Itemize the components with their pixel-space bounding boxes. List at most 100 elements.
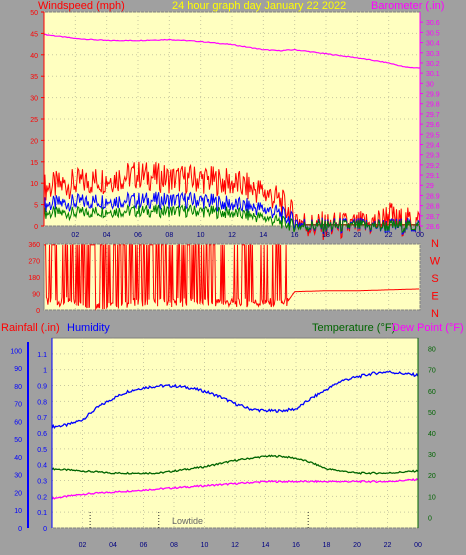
temp-tick-label: 0 bbox=[428, 515, 432, 522]
baro-tick-label: 30.5 bbox=[426, 30, 440, 37]
dir-tick-label: 0 bbox=[36, 308, 40, 315]
direction-series bbox=[44, 244, 420, 311]
temp-x-tick-label: 20 bbox=[353, 542, 361, 549]
wind-tick-label: 40 bbox=[30, 53, 38, 60]
temp-x-tick-label: 04 bbox=[109, 542, 117, 549]
rainfall-tick-label: 0 bbox=[43, 526, 47, 533]
wind-tick-label: 35 bbox=[30, 74, 38, 81]
wind-x-tick-label: 00 bbox=[416, 232, 424, 239]
baro-tick-label: 29.9 bbox=[426, 92, 440, 99]
rainfall-tick-label: 0.3 bbox=[37, 479, 47, 486]
rainfall-tick-label: 0.7 bbox=[37, 415, 47, 422]
baro-tick-label: 29 bbox=[426, 183, 434, 190]
wind-x-tick-label: 12 bbox=[228, 232, 236, 239]
baro-tick-label: 28.6 bbox=[426, 224, 440, 231]
wind-x-tick-label: 22 bbox=[385, 232, 393, 239]
temp-x-tick-label: 16 bbox=[292, 542, 300, 549]
barometer-axis-title: Barometer (.in) bbox=[371, 0, 444, 12]
temp-tick-label: 50 bbox=[428, 410, 436, 417]
baro-tick-label: 29.8 bbox=[426, 102, 440, 109]
baro-tick-label: 28.9 bbox=[426, 193, 440, 200]
dir-tick-label: 90 bbox=[32, 292, 40, 299]
rainfall-tick-label: 1 bbox=[43, 368, 47, 375]
temp-tick-label: 80 bbox=[428, 347, 436, 354]
wind-tick-label: 30 bbox=[30, 96, 38, 103]
baro-tick-label: 29.6 bbox=[426, 122, 440, 129]
dir-tick-label: 360 bbox=[28, 242, 40, 249]
humidity-tick-label: 50 bbox=[14, 437, 22, 444]
baro-tick-label: 30.1 bbox=[426, 71, 440, 78]
dir-tick-label: 180 bbox=[28, 275, 40, 282]
compass-label: S bbox=[431, 273, 438, 285]
temperature-line bbox=[51, 454, 419, 475]
temp-series bbox=[51, 370, 419, 528]
humidity-tick-label: 20 bbox=[14, 490, 22, 497]
wind-tick-label: 50 bbox=[30, 10, 38, 17]
humidity-tick-label: 40 bbox=[14, 455, 22, 462]
baro-tick-label: 29.1 bbox=[426, 173, 440, 180]
temp-x-tick-label: 02 bbox=[79, 542, 87, 549]
baro-tick-label: 28.7 bbox=[426, 214, 440, 221]
baro-tick-label: 28.8 bbox=[426, 204, 440, 211]
temp-x-tick-label: 06 bbox=[140, 542, 148, 549]
wind-tick-label: 25 bbox=[30, 117, 38, 124]
lowtide-label: Lowtide bbox=[172, 516, 203, 526]
wind-direction-line bbox=[44, 244, 420, 311]
temp-tick-label: 30 bbox=[428, 452, 436, 459]
wind-series bbox=[43, 161, 421, 241]
wind-axes: 0 5 10 15 20 25 30 35 40 45 50 28.6 28.7 28.8 28.9 29 29… bbox=[30, 10, 440, 239]
wind-tick-label: 5 bbox=[34, 203, 38, 210]
wind-tick-label: 15 bbox=[30, 160, 38, 167]
humidity-tick-label: 70 bbox=[14, 402, 22, 409]
temp-x-tick-label: 18 bbox=[323, 542, 331, 549]
temp-tick-label: 70 bbox=[428, 368, 436, 375]
humidity-tick-label: 10 bbox=[14, 508, 22, 515]
humidity-tick-label: 90 bbox=[14, 366, 22, 373]
wind-x-tick-label: 06 bbox=[134, 232, 142, 239]
rainfall-tick-label: 0.4 bbox=[37, 463, 47, 470]
baro-tick-label: 29.4 bbox=[426, 142, 440, 149]
baro-tick-label: 30.4 bbox=[426, 41, 440, 48]
wind-x-tick-label: 14 bbox=[259, 232, 267, 239]
wind-x-tick-label: 02 bbox=[71, 232, 79, 239]
compass-label: N bbox=[431, 238, 439, 250]
baro-tick-label: 30.2 bbox=[426, 61, 440, 68]
temp-tick-label: 60 bbox=[428, 389, 436, 396]
temp-x-tick-label: 10 bbox=[201, 542, 209, 549]
humidity-tick-label: 60 bbox=[14, 419, 22, 426]
temperature-axis-title: Temperature (°F) bbox=[312, 322, 395, 334]
rainfall-tick-label: 1.1 bbox=[37, 352, 47, 359]
wind-x-tick-label: 20 bbox=[353, 232, 361, 239]
wind-tick-label: 0 bbox=[34, 224, 38, 231]
wind-x-tick-label: 16 bbox=[291, 232, 299, 239]
humidity-axis-title: Humidity bbox=[67, 322, 110, 334]
temp-tick-label: 40 bbox=[428, 431, 436, 438]
temp-x-tick-label: 08 bbox=[170, 542, 178, 549]
rainfall-tick-label: 0.9 bbox=[37, 384, 47, 391]
temp-tick-label: 10 bbox=[428, 494, 436, 501]
wind-x-tick-label: 08 bbox=[165, 232, 173, 239]
rainfall-tick-label: 0.6 bbox=[37, 431, 47, 438]
humidity-tick-label: 100 bbox=[10, 348, 22, 355]
rainfall-tick-label: 0.5 bbox=[37, 447, 47, 454]
wind-tick-label: 20 bbox=[30, 138, 38, 145]
wind-axis-title: Windspeed (mph) bbox=[38, 0, 125, 12]
rainfall-axis-title: Rainfall (.in) bbox=[1, 322, 60, 334]
rainfall-tick-label: 0.8 bbox=[37, 399, 47, 406]
dewpoint-axis-title: Dew Point (°F) bbox=[392, 322, 464, 334]
baro-tick-label: 30.6 bbox=[426, 20, 440, 27]
temp-x-tick-label: 12 bbox=[231, 542, 239, 549]
compass-label: E bbox=[431, 291, 438, 303]
wind-x-tick-label: 04 bbox=[103, 232, 111, 239]
wind-tick-label: 45 bbox=[30, 31, 38, 38]
compass-label: W bbox=[430, 256, 441, 268]
dir-tick-label: 270 bbox=[28, 259, 40, 266]
temp-x-tick-label: 14 bbox=[262, 542, 270, 549]
wind-x-tick-label: 18 bbox=[322, 232, 330, 239]
temp-tick-label: 20 bbox=[428, 473, 436, 480]
temp-x-tick-label: 22 bbox=[384, 542, 392, 549]
rainfall-tick-label: 0.2 bbox=[37, 494, 47, 501]
baro-tick-label: 29.5 bbox=[426, 132, 440, 139]
